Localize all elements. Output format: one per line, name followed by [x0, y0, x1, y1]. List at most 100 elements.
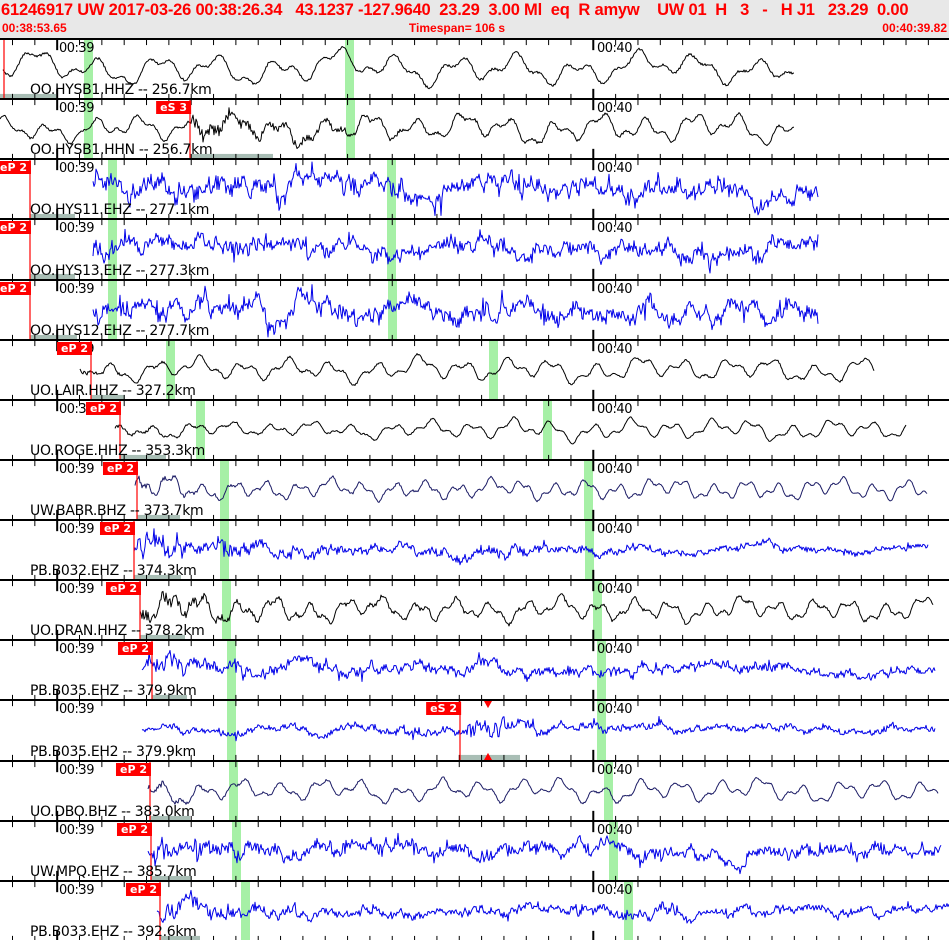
waveform-trace[interactable]	[139, 591, 934, 627]
pick-marker-icon	[484, 701, 492, 709]
coda-bar	[134, 574, 181, 580]
station-label: PB.B033.EHZ -- 392.6km	[30, 923, 197, 940]
pick-flag[interactable]: eP 2	[85, 401, 121, 415]
trace-row-OO.HYS13.EHZ[interactable]: 00:39 00:40 eP 2 OO.HYS13.EHZ -- 277.3km	[0, 218, 949, 279]
predicted-arrival-bar	[584, 460, 593, 519]
time-tick-label: 00:39	[59, 702, 94, 718]
waveform-canvas	[12, 701, 936, 760]
pick-flag[interactable]: eP 2	[105, 582, 141, 596]
coda-bar	[150, 815, 190, 820]
predicted-arrival-bar	[597, 641, 606, 700]
time-tick-label: 00:39	[59, 762, 94, 778]
trace-row-UO.DRAN.HHZ[interactable]: 00:39 00:40 eP 2 UO.DRAN.HHZ -- 378.2km	[0, 579, 949, 640]
trace-row-PB.B032.EHZ[interactable]: 00:39 00:40 eP 2 PB.B032.EHZ -- 374.3km	[0, 519, 949, 580]
waveform-trace[interactable]	[92, 229, 819, 274]
waveform-canvas	[12, 521, 929, 580]
waveform-trace[interactable]	[156, 889, 949, 924]
time-tick-label: 00:40	[597, 281, 632, 297]
trace-row-UW.MPQ.EHZ[interactable]: 00:39 00:40 eP 2 UW.MPQ.EHZ -- 385.7km	[0, 819, 949, 880]
waveform-trace[interactable]	[114, 415, 907, 445]
waveform-trace[interactable]	[92, 283, 819, 337]
pick-flag[interactable]: eP 2	[116, 822, 152, 836]
trace-row-OO.HYSB1.HHZ[interactable]: 00:39 00:40 OO.HYSB1.HHZ -- 256.7km	[0, 38, 949, 99]
station-label: UO.DRAN.HHZ -- 378.2km	[30, 623, 205, 640]
pick-flag[interactable]: eS 3	[156, 101, 191, 115]
station-label: PB.B035.EH2 -- 379.9km	[30, 743, 196, 760]
time-tick-label: 00:39	[59, 522, 94, 537]
trace-row-OO.HYSB1.HHN[interactable]: 00:39 00:40 eS 3 OO.HYSB1.HHN -- 256.7km	[0, 98, 949, 159]
predicted-arrival-bar	[227, 701, 236, 760]
predicted-arrival-bar	[196, 400, 205, 459]
pick-flag[interactable]: eP 2	[0, 281, 31, 295]
event-header: 61246917 UW 2017-03-26 00:38:26.34 43.12…	[0, 0, 949, 38]
waveform-trace[interactable]	[141, 650, 936, 683]
station-label: UO.DBO.BHZ -- 383.0km	[30, 803, 195, 820]
predicted-arrival-bar	[346, 100, 355, 159]
pick-flag[interactable]: eP 2	[56, 341, 92, 355]
predicted-arrival-bar	[387, 220, 396, 279]
predicted-arrival-bar	[604, 761, 613, 820]
pick-flag[interactable]: eP 2	[0, 221, 31, 235]
predicted-arrival-bar	[489, 340, 498, 399]
pick-flag[interactable]: eP 2	[115, 762, 151, 776]
station-label: UW.BABR.BHZ -- 373.7km	[30, 503, 204, 519]
waveform-canvas	[12, 460, 929, 519]
time-tick-label: 00:40	[597, 41, 632, 56]
waveform-canvas	[0, 100, 929, 159]
waveform-trace[interactable]	[92, 161, 819, 217]
predicted-arrival-bar	[84, 40, 93, 99]
trace-row-UW.BABR.BHZ[interactable]: 00:39 00:40 eP 2 UW.BABR.BHZ -- 373.7km	[0, 458, 949, 519]
window-start-time: 00:38:53.65	[2, 21, 67, 35]
station-label: OO.HYSB1.HHZ -- 256.7km	[30, 82, 212, 99]
coda-bar	[30, 274, 75, 279]
waveform-trace[interactable]	[133, 528, 929, 566]
pick-flag[interactable]: eP 2	[0, 161, 31, 175]
station-label: UW.MPQ.EHZ -- 385.7km	[30, 863, 197, 880]
pick-flag[interactable]: eP 2	[99, 522, 135, 535]
waveform-canvas	[12, 400, 929, 459]
time-tick-label: 00:39	[59, 642, 94, 658]
time-tick-label: 00:40	[597, 101, 632, 117]
predicted-arrival-bar	[624, 881, 633, 940]
predicted-arrival-bar	[593, 581, 602, 640]
station-label: PB.B032.EHZ -- 374.3km	[30, 563, 197, 580]
waveform-canvas	[12, 340, 929, 399]
coda-bar	[137, 514, 180, 519]
waveform-trace[interactable]	[0, 107, 794, 150]
predicted-arrival-bar	[229, 761, 238, 820]
predicted-arrival-bar	[108, 160, 117, 219]
coda-bar	[190, 154, 273, 159]
predicted-arrival-bar	[597, 701, 606, 760]
trace-row-OO.HYS11.EHZ[interactable]: 00:39 00:40 eP 2 OO.HYS11.EHZ -- 277.1km	[0, 158, 949, 219]
time-tick-label: 00:40	[597, 401, 632, 417]
waveform-trace[interactable]	[79, 352, 875, 386]
time-tick-label: 00:39	[59, 461, 94, 477]
trace-row-UO.ROGE.HHZ[interactable]: 00:39 00:40 eP 2 UO.ROGE.HHZ -- 353.3km	[0, 398, 949, 459]
waveform-trace[interactable]	[2, 45, 794, 90]
trace-row-PB.B035.EH2[interactable]: 00:39 00:40 eS 2 PB.B035.EH2 -- 379.9km	[0, 699, 949, 760]
waveform-canvas	[12, 220, 929, 279]
waveform-canvas	[12, 581, 934, 640]
time-tick-label: 00:40	[597, 822, 632, 838]
trace-row-PB.B035.EHZ[interactable]: 00:39 00:40 eP 2 PB.B035.EHZ -- 379.9km	[0, 639, 949, 700]
time-tick-label: 00:40	[597, 221, 632, 237]
event-summary-line: 61246917 UW 2017-03-26 00:38:26.34 43.12…	[1, 1, 909, 19]
waveform-trace[interactable]	[147, 832, 942, 874]
waveform-trace[interactable]	[141, 716, 936, 742]
station-label: OO.HYS12.EHZ -- 277.7km	[30, 322, 210, 339]
pick-flag[interactable]: eP 2	[125, 882, 161, 896]
waveform-trace[interactable]	[147, 775, 939, 805]
trace-row-UO.DBO.BHZ[interactable]: 00:39 00:40 eP 2 UO.DBO.BHZ -- 383.0km	[0, 759, 949, 820]
pick-flag[interactable]: eS 2	[426, 702, 461, 716]
time-tick-label: 00:40	[597, 161, 632, 177]
pick-flag[interactable]: eP 2	[102, 461, 138, 475]
trace-row-OO.HYS12.EHZ[interactable]: 00:39 00:40 eP 2 OO.HYS12.EHZ -- 277.7km	[0, 278, 949, 339]
pick-marker-icon	[484, 753, 492, 760]
time-tick-label: 00:39	[59, 281, 94, 297]
trace-row-PB.B033.EHZ[interactable]: 00:39 00:40 eP 2 PB.B033.EHZ -- 392.6km	[0, 879, 949, 940]
pick-flag[interactable]: eP 2	[117, 642, 153, 656]
window-end-time: 00:40:39.82	[882, 21, 947, 35]
waveform-trace[interactable]	[134, 474, 928, 503]
predicted-arrival-bar	[222, 581, 231, 640]
